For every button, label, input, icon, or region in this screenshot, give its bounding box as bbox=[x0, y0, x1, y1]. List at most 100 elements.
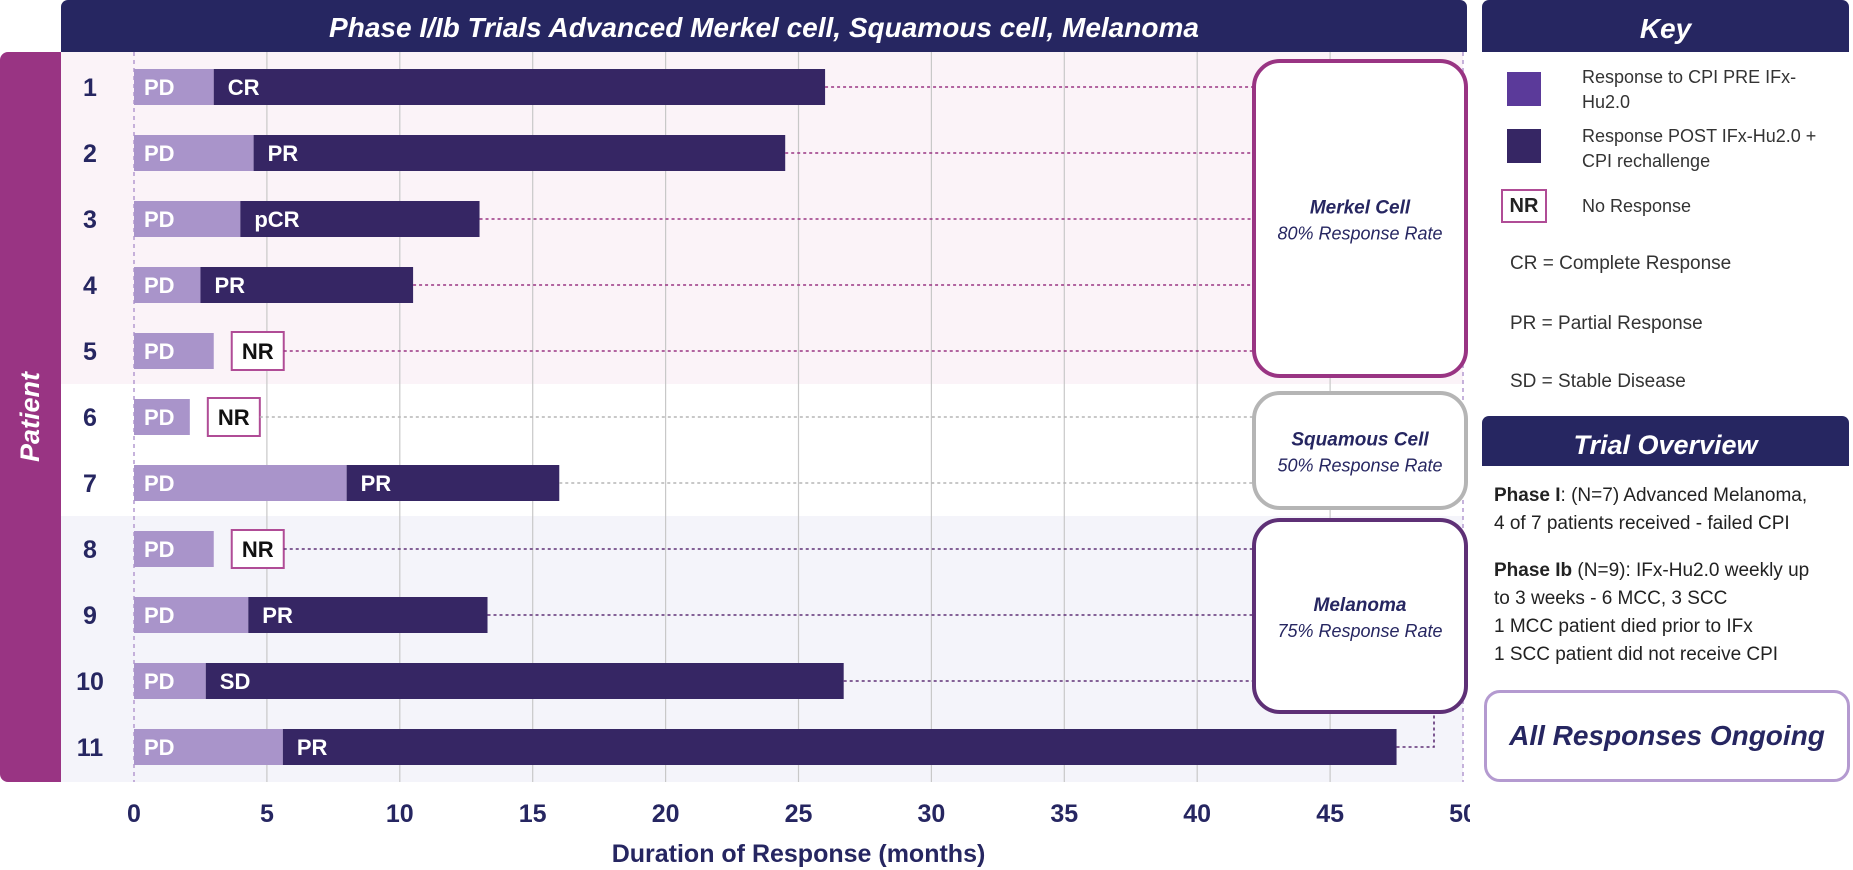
patient-number: 8 bbox=[83, 536, 97, 564]
legend-text-nr: No Response bbox=[1582, 196, 1692, 216]
pre-bar-label: PD bbox=[144, 273, 175, 298]
x-axis-label: Duration of Response (months) bbox=[612, 840, 986, 868]
x-tick-label: 30 bbox=[917, 800, 945, 828]
pre-bar-label: PD bbox=[144, 537, 175, 562]
group-name-2: Melanoma bbox=[1314, 595, 1407, 616]
pre-bar-label: PD bbox=[144, 669, 175, 694]
pre-bar-label: PD bbox=[144, 207, 175, 232]
legend-text-pre: Response to CPI PRE IFx-Hu2.0 bbox=[1582, 67, 1797, 112]
group-box-2 bbox=[1252, 518, 1468, 714]
pre-bar-label: PD bbox=[144, 339, 175, 364]
pre-bar bbox=[134, 531, 214, 567]
phase1b-line1: Phase Ib (N=9): IFx-Hu2.0 weekly up bbox=[1494, 557, 1849, 585]
definition-cr: CR = Complete Response bbox=[1510, 253, 1732, 274]
x-tick-label: 45 bbox=[1316, 800, 1344, 828]
x-tick-label: 35 bbox=[1050, 800, 1078, 828]
chart-title: Phase I/Ib Trials Advanced Merkel cell, … bbox=[61, 0, 1467, 52]
pre-bar-label: PD bbox=[144, 405, 175, 430]
post-bar bbox=[213, 69, 826, 105]
post-bar-label: SD bbox=[220, 669, 251, 694]
post-bar-label: PR bbox=[297, 735, 328, 760]
post-bar-label: pCR bbox=[254, 207, 299, 232]
group-name-1: Squamous Cell bbox=[1291, 430, 1429, 451]
x-tick-label: 20 bbox=[652, 800, 680, 828]
x-tick-label: 50 bbox=[1449, 800, 1470, 828]
patient-number: 6 bbox=[83, 404, 97, 432]
pre-bar bbox=[134, 597, 249, 633]
patient-number: 3 bbox=[83, 206, 97, 234]
phase1b-text: (N=9): IFx-Hu2.0 weekly up bbox=[1572, 560, 1810, 581]
pre-bar-label: PD bbox=[144, 471, 175, 496]
definition-sd: SD = Stable Disease bbox=[1510, 371, 1686, 392]
all-responses-ongoing-badge: All Responses Ongoing bbox=[1484, 690, 1850, 782]
patient-number: 7 bbox=[83, 470, 97, 498]
phase1b-line4: 1 SCC patient did not receive CPI bbox=[1494, 644, 1779, 665]
pre-bar-label: PD bbox=[144, 603, 175, 628]
post-bar bbox=[205, 663, 844, 699]
post-bar-label: CR bbox=[228, 75, 260, 100]
nr-label: NR bbox=[242, 537, 274, 562]
x-tick-label: 15 bbox=[519, 800, 547, 828]
nr-box bbox=[206, 397, 261, 437]
phase1-line1: Phase I: (N=7) Advanced Melanoma, bbox=[1494, 482, 1849, 510]
phase1-line2: 4 of 7 patients received - failed CPI bbox=[1494, 513, 1790, 534]
group-rate-2: 75% Response Rate bbox=[1277, 621, 1442, 641]
legend-text-post: Response POST IFx-Hu2.0 + CPI rechalleng… bbox=[1582, 126, 1817, 171]
pre-bar-label: PD bbox=[144, 141, 175, 166]
pre-bar bbox=[134, 333, 214, 369]
pre-bar bbox=[134, 663, 206, 699]
definition-pr: PR = Partial Response bbox=[1510, 313, 1703, 334]
legend-nr-box: NR bbox=[1501, 189, 1547, 223]
trial-overview-text: Phase I: (N=7) Advanced Melanoma, 4 of 7… bbox=[1494, 482, 1849, 669]
phase1b-label: Phase Ib bbox=[1494, 560, 1573, 581]
patient-number: 5 bbox=[83, 338, 97, 366]
patient-number: 9 bbox=[83, 602, 97, 630]
pre-bar-label: PD bbox=[144, 75, 175, 100]
nr-label: NR bbox=[218, 405, 250, 430]
pre-bar bbox=[134, 69, 214, 105]
group-box-0 bbox=[1252, 59, 1468, 378]
post-bar-label: PR bbox=[268, 141, 299, 166]
patient-number: 10 bbox=[76, 668, 104, 696]
post-bar bbox=[200, 267, 414, 303]
x-tick-label: 25 bbox=[785, 800, 813, 828]
trial-overview-header: Trial Overview bbox=[1482, 416, 1849, 466]
group-box-1 bbox=[1252, 391, 1468, 510]
legend-swatch-post bbox=[1507, 129, 1541, 163]
nr-box bbox=[230, 331, 285, 371]
post-bar bbox=[248, 597, 488, 633]
key-header: Key bbox=[1482, 0, 1849, 52]
phase1b-line2: to 3 weeks - 6 MCC, 3 SCC bbox=[1494, 588, 1728, 609]
post-bar-label: PR bbox=[214, 273, 245, 298]
group-rate-1: 50% Response Rate bbox=[1277, 456, 1442, 476]
x-tick-label: 5 bbox=[260, 800, 274, 828]
post-bar bbox=[346, 465, 560, 501]
group-rate-0: 80% Response Rate bbox=[1277, 224, 1442, 244]
pre-bar bbox=[134, 267, 201, 303]
patient-number: 1 bbox=[83, 74, 97, 102]
connector-line bbox=[1396, 712, 1435, 748]
patient-number: 4 bbox=[83, 272, 97, 300]
pre-bar bbox=[134, 201, 241, 237]
pre-bar bbox=[134, 729, 283, 765]
nr-box bbox=[230, 529, 285, 569]
post-bar bbox=[253, 135, 786, 171]
phase1-text: : (N=7) Advanced Melanoma, bbox=[1560, 485, 1808, 506]
nr-label: NR bbox=[242, 339, 274, 364]
pre-bar-label: PD bbox=[144, 735, 175, 760]
x-tick-label: 0 bbox=[127, 800, 141, 828]
patient-number: 2 bbox=[83, 140, 97, 168]
post-bar-label: PR bbox=[262, 603, 293, 628]
group-name-0: Merkel Cell bbox=[1310, 198, 1411, 219]
x-tick-label: 10 bbox=[386, 800, 414, 828]
legend-swatch-pre bbox=[1507, 72, 1541, 106]
x-tick-label: 40 bbox=[1183, 800, 1211, 828]
post-bar bbox=[240, 201, 480, 237]
pre-bar bbox=[134, 135, 254, 171]
pre-bar bbox=[134, 465, 347, 501]
patient-number: 11 bbox=[77, 734, 104, 762]
post-bar-label: PR bbox=[361, 471, 392, 496]
y-axis-band bbox=[0, 52, 61, 782]
phase1b-line3: 1 MCC patient died prior to IFx bbox=[1494, 616, 1753, 637]
